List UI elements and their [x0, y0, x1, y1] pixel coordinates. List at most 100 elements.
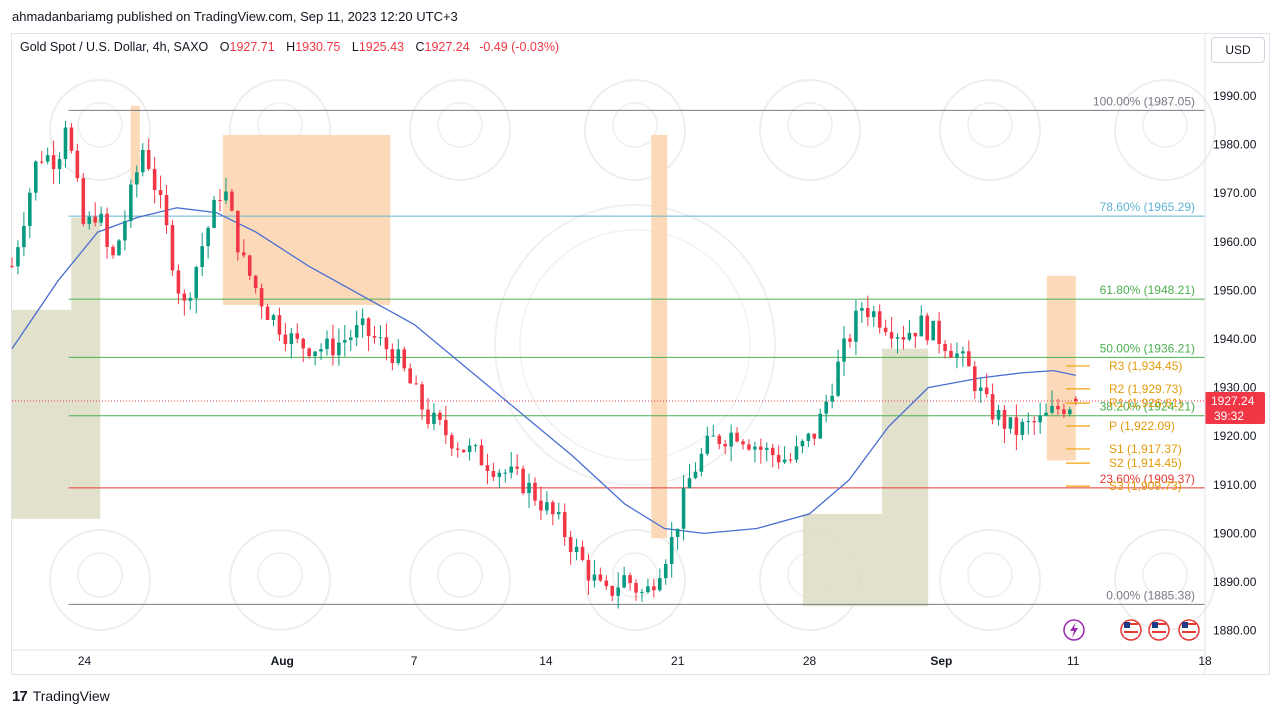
flag-stripe [1182, 631, 1196, 633]
price-tick-label: 1920.00 [1213, 429, 1257, 443]
watermark-seal-icon [77, 102, 123, 148]
candle-body [63, 127, 68, 160]
candle-body [830, 395, 834, 402]
moving-average [11, 207, 1076, 535]
flag-stripe [1152, 631, 1166, 633]
candle-body [224, 191, 228, 201]
candle-body [652, 586, 656, 591]
watermark-seal-icon [494, 204, 776, 486]
candle-body [521, 468, 525, 494]
candle-body [384, 337, 389, 350]
candle-body [984, 387, 989, 395]
open-key: O [219, 40, 230, 54]
candle-body [967, 351, 971, 367]
flag-stripe [1124, 631, 1138, 633]
candle-body [919, 315, 924, 337]
candle-body [378, 337, 383, 339]
candle-body [800, 440, 805, 447]
low-key: L [351, 40, 359, 54]
candle-body [360, 318, 365, 326]
candle-body [943, 343, 947, 351]
candle-body [509, 466, 514, 473]
candle-body [634, 583, 638, 593]
fib-label: 0.00% (1885.38) [1106, 588, 1195, 602]
candle-body [135, 172, 139, 185]
watermark-seal-icon [409, 529, 511, 631]
currency-button[interactable]: USD [1211, 37, 1265, 63]
price-tick-label: 1960.00 [1213, 235, 1257, 249]
candle-body [556, 512, 561, 515]
candle-body [372, 336, 377, 338]
candle-body [117, 240, 121, 256]
candle-body [545, 502, 549, 511]
candle-body [562, 512, 567, 538]
candle-body [681, 488, 686, 529]
pivot-levels [1066, 365, 1090, 487]
candle-body [28, 192, 32, 226]
watermark-seal-icon [584, 79, 686, 181]
candle-body [473, 445, 478, 447]
tradingview-logo-icon: 17 [12, 687, 28, 705]
candle-body [57, 159, 62, 170]
fib-label: 100.00% (1987.05) [1093, 94, 1195, 108]
candle-body [901, 337, 906, 340]
supply-zone [651, 134, 668, 539]
candle-body [164, 194, 169, 226]
flag-canton [1124, 622, 1130, 628]
candle-body [711, 435, 716, 437]
candle-body [764, 447, 769, 450]
pivot-label: S3 (1,909.73) [1109, 479, 1182, 493]
candle-body [414, 383, 418, 385]
fib-label: 50.00% (1936.21) [1100, 341, 1195, 355]
close-key: C [415, 40, 425, 54]
pivot-label: R2 (1,929.73) [1109, 382, 1182, 396]
candle-body [628, 575, 632, 584]
supply-zone [222, 134, 391, 305]
candle-body [794, 446, 799, 460]
footer: 17 TradingView [12, 686, 110, 706]
candle-body [741, 441, 745, 445]
time-axis: 24 Aug 7 14 21 28 Sep 11 18 [12, 34, 1212, 674]
candle-body [592, 574, 597, 581]
fib-label: 23.60% (1909.37) [1100, 472, 1195, 486]
candle-body [218, 199, 222, 201]
watermark-seal-icon [584, 529, 686, 631]
candle-body [788, 459, 793, 461]
flag-stripe [1124, 635, 1138, 637]
flag-stripe [1152, 627, 1166, 629]
candle-body [295, 333, 300, 339]
price-tag [1205, 391, 1265, 424]
candle-body [45, 155, 50, 162]
candle-body [806, 433, 811, 441]
watermark-seal-icon [49, 529, 151, 631]
candle-body [646, 586, 650, 593]
candle-body [889, 332, 894, 339]
candle-body [1050, 405, 1054, 413]
flag-stripe [1182, 635, 1196, 637]
ma-line [11, 207, 1076, 535]
price-tag-countdown: 39:32 [1214, 409, 1244, 423]
tradingview-brand[interactable]: TradingView [32, 688, 110, 704]
candle-body [842, 338, 846, 362]
candle-body [616, 587, 620, 596]
candles [10, 120, 1078, 609]
candle-body [432, 412, 436, 424]
candle-body [247, 255, 252, 276]
candle-body [996, 410, 1001, 420]
candle-body [1008, 417, 1013, 429]
watermark-seal-icon [77, 552, 123, 598]
candle-body [265, 306, 270, 320]
high-key: H [286, 40, 296, 54]
watermark-seal-icon [939, 529, 1041, 631]
time-tick-label: 14 [539, 654, 553, 668]
candle-body [188, 297, 193, 301]
candle-body [253, 275, 258, 289]
candle-body [212, 199, 216, 228]
flag-stripe [1124, 627, 1138, 629]
watermark-seal-icon [612, 102, 658, 148]
candle-body [331, 338, 335, 356]
candle-body [1032, 421, 1036, 423]
chart-legend: Gold Spot / U.S. Dollar, 4h, SAXO O1927.… [20, 40, 559, 54]
candle-body [824, 401, 828, 414]
